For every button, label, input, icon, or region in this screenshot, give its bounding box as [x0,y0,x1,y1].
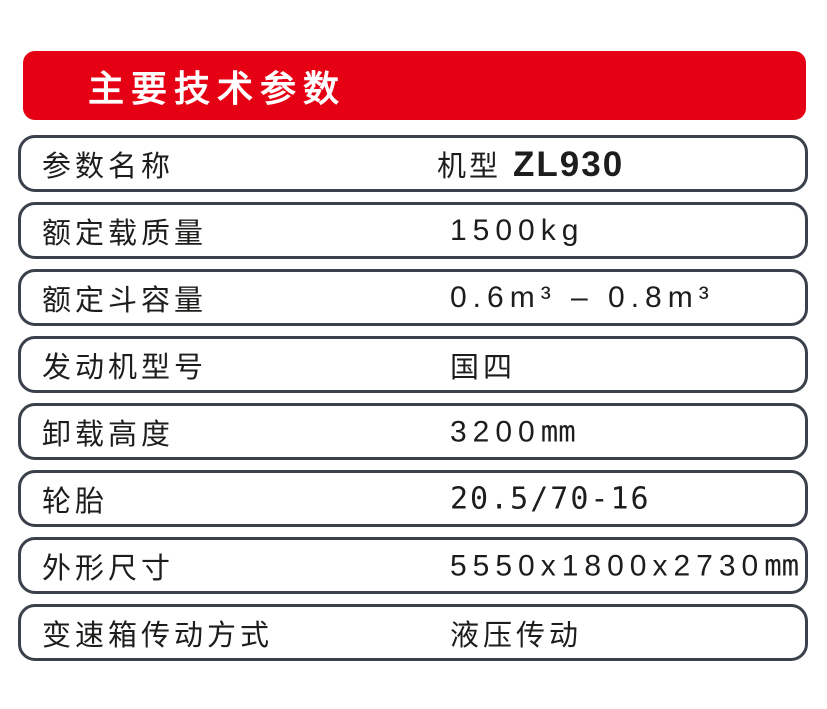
param-name: 额定载质量 [42,217,208,250]
value-unit: mm [540,414,576,448]
param-name: 参数名称 [42,150,175,183]
param-value: 国四 [450,351,517,384]
value-number: 3200 [450,415,541,448]
table-row-overall-dimensions: 外形尺寸 5550x1800x2730mm [18,537,808,594]
param-name: 卸载高度 [42,418,175,451]
spec-table: 参数名称 机型 ZL930 额定载质量 1500kg 额定斗容量 0.6m³ – … [18,135,808,671]
model-number: ZL930 [513,144,625,184]
param-name: 外形尺寸 [42,552,175,585]
model-prefix-label: 机型 [437,150,502,183]
param-name: 轮胎 [42,485,109,518]
param-value: 20.5/70-16 [450,481,651,516]
table-row-rated-load: 额定载质量 1500kg [18,202,808,259]
table-row-bucket-capacity: 额定斗容量 0.6m³ – 0.8m³ [18,269,808,326]
table-row-dump-height: 卸载高度 3200mm [18,403,808,460]
param-value: 机型 ZL930 [437,143,624,185]
section-header-banner: 主要技术参数 [23,51,806,120]
param-value: 1500kg [450,213,585,247]
param-value: 0.6m³ – 0.8m³ [450,280,715,314]
value-unit: mm [764,548,800,582]
table-row-engine-model: 发动机型号 国四 [18,336,808,393]
value-number: 5550x1800x2730 [450,549,765,582]
table-row-transmission-type: 变速箱传动方式 液压传动 [18,604,808,661]
param-name: 额定斗容量 [42,284,208,317]
table-row-model: 参数名称 机型 ZL930 [18,135,808,192]
param-value: 液压传动 [450,619,583,652]
section-title: 主要技术参数 [88,67,347,109]
param-value: 5550x1800x2730mm [450,548,799,583]
param-name: 变速箱传动方式 [42,619,274,652]
param-value: 3200mm [450,414,576,449]
param-name: 发动机型号 [42,351,208,384]
table-row-tires: 轮胎 20.5/70-16 [18,470,808,527]
